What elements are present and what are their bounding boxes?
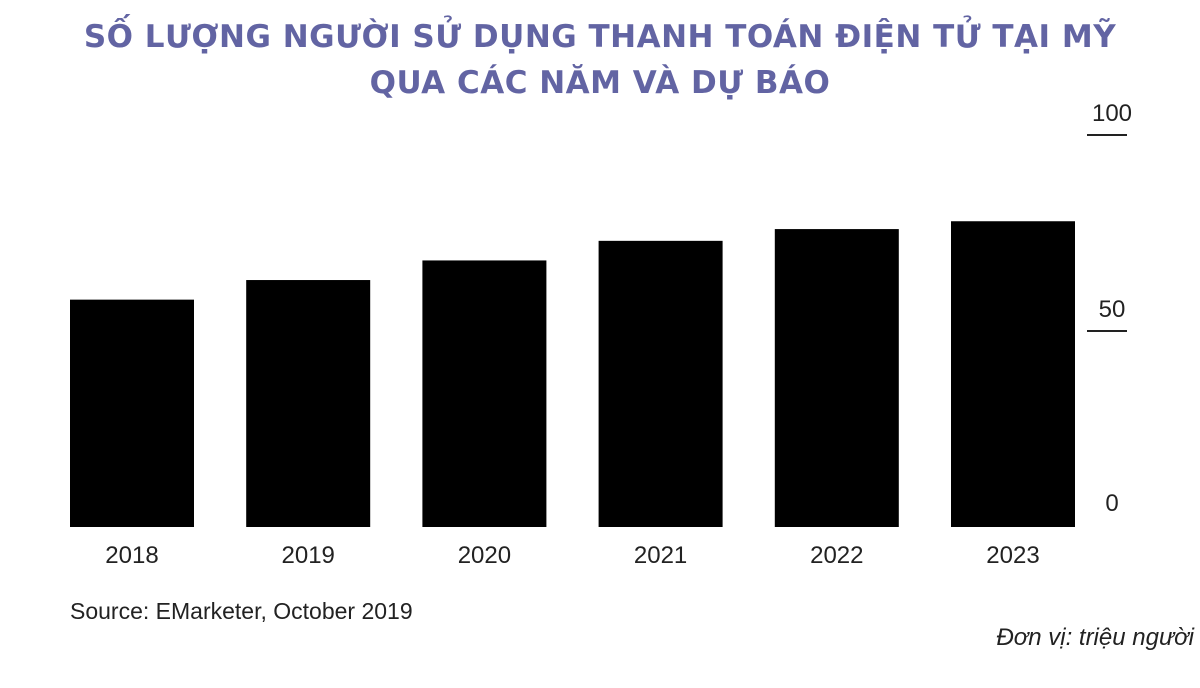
y-tick-label-50: 50 bbox=[1099, 296, 1126, 323]
x-tick-label-2018: 2018 bbox=[105, 542, 158, 569]
bar-2022 bbox=[774, 229, 899, 527]
y-tick-label-100: 100 bbox=[1092, 100, 1132, 127]
x-tick-label-2022: 2022 bbox=[810, 542, 863, 569]
bar-2019 bbox=[246, 280, 371, 527]
chart-title: SỐ LƯỢNG NGƯỜI SỬ DỤNG THANH TOÁN ĐIỆN T… bbox=[0, 14, 1200, 106]
x-tick-label-2021: 2021 bbox=[634, 542, 687, 569]
chart-title-line-2: QUA CÁC NĂM VÀ DỰ BÁO bbox=[369, 65, 831, 101]
unit-note: Đơn vị: triệu người bbox=[996, 624, 1194, 651]
x-tick-label-2019: 2019 bbox=[282, 542, 335, 569]
bar-2020 bbox=[422, 260, 547, 527]
x-tick-label-2023: 2023 bbox=[986, 542, 1039, 569]
bar-2021 bbox=[598, 240, 723, 527]
bar-2023 bbox=[951, 221, 1075, 528]
chart-title-line-1: SỐ LƯỢNG NGƯỜI SỬ DỤNG THANH TOÁN ĐIỆN T… bbox=[83, 19, 1117, 55]
y-tick-label-0: 0 bbox=[1105, 490, 1118, 517]
x-tick-label-2020: 2020 bbox=[458, 542, 511, 569]
bar-2018 bbox=[70, 299, 194, 527]
source-note: Source: EMarketer, October 2019 bbox=[70, 598, 413, 624]
